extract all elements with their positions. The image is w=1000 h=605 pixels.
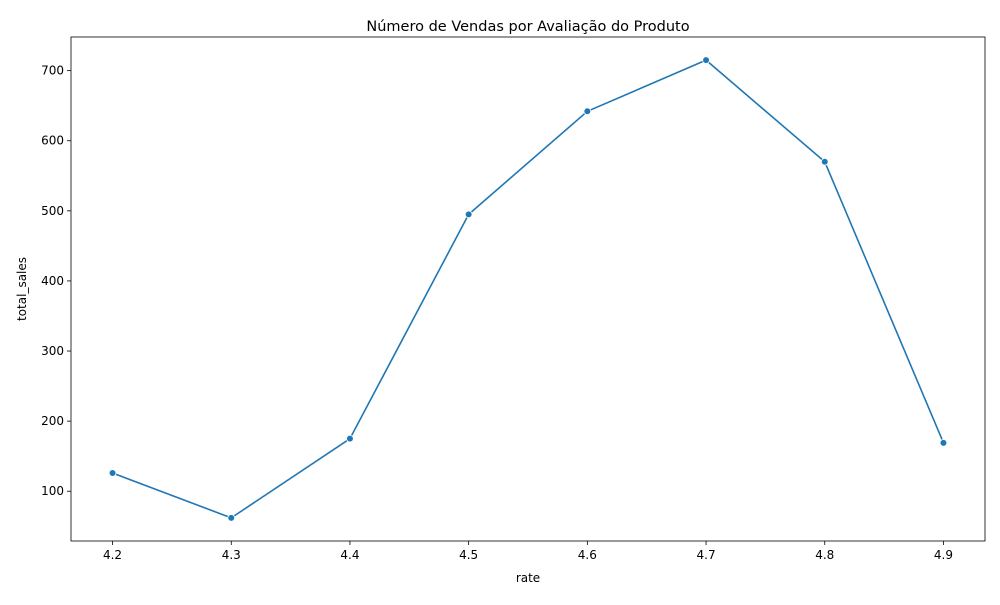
data-point [346,434,354,443]
x-tick-label: 4.5 [459,548,478,562]
series-line [112,59,945,519]
y-axis-ticks: 100 200 300 400 500 600 700 [41,64,71,498]
x-tick-label: 4.8 [815,548,834,562]
x-tick-label: 4.7 [697,548,716,562]
y-tick-label: 200 [41,414,64,428]
y-tick-label: 500 [41,204,64,218]
data-point [108,469,117,477]
x-tick-label: 4.6 [578,548,597,562]
y-tick-label: 100 [41,484,64,498]
plot-area-border [70,36,986,542]
chart-title: Número de Vendas por Avaliação do Produt… [366,19,689,35]
x-tick-label: 4.2 [103,548,122,562]
x-tick-label: 4.9 [934,548,953,562]
axes-frame [70,36,986,542]
data-point [820,157,829,166]
y-axis-label: total_sales [15,257,29,321]
data-point [583,107,592,116]
x-tick-label: 4.4 [340,548,359,562]
x-tick-label: 4.3 [222,548,241,562]
y-tick-label: 600 [41,134,64,148]
y-tick-label: 400 [41,274,64,288]
series-layer [108,56,948,522]
data-point [702,56,710,64]
data-point [227,514,236,522]
x-axis-ticks: 4.2 4.3 4.4 4.5 4.6 4.7 4.8 4.9 [103,541,953,562]
data-point [464,210,473,219]
x-axis-label: rate [516,571,540,585]
y-tick-label: 300 [41,344,64,358]
data-point [939,439,948,447]
y-tick-label: 700 [41,64,64,78]
